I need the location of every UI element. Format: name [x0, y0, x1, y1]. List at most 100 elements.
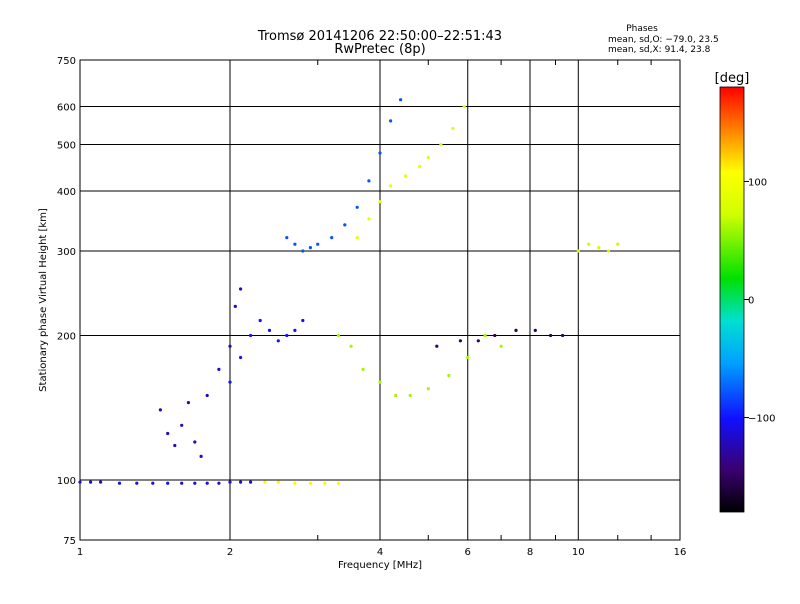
echo-point	[293, 328, 297, 332]
echo-point	[323, 481, 327, 485]
echo-point	[336, 333, 340, 338]
echo-point	[533, 328, 537, 332]
x-tick-label: 2	[227, 547, 233, 558]
echo-point	[435, 344, 439, 348]
echo-point	[276, 339, 280, 343]
echo-point	[561, 333, 565, 338]
x-tick-label: 10	[572, 547, 585, 558]
echo-point	[89, 480, 93, 484]
echo-point	[606, 249, 611, 253]
echo-point	[193, 440, 197, 444]
echo-point	[499, 344, 503, 348]
stats-header: Phases	[626, 24, 658, 34]
colorbar-tick-label: 100	[748, 177, 767, 188]
echo-point	[267, 328, 272, 332]
echo-point	[258, 318, 262, 323]
echo-point	[308, 246, 312, 250]
echo-point	[389, 119, 393, 123]
echo-point	[293, 242, 297, 246]
echo-point	[417, 164, 422, 169]
echo-point	[399, 98, 403, 102]
echo-point	[217, 481, 221, 485]
echo-point	[378, 200, 382, 204]
echo-point	[180, 423, 184, 427]
echo-point	[330, 236, 334, 240]
echo-point	[355, 236, 359, 240]
echo-point	[180, 481, 184, 485]
echo-point	[336, 481, 340, 485]
echo-point	[285, 333, 289, 338]
echo-point	[367, 217, 371, 221]
echo-point	[233, 304, 237, 308]
echo-point	[249, 480, 253, 484]
grid	[80, 60, 680, 540]
echo-point	[301, 318, 305, 323]
stats-o-mode: mean, sd,O: −79.0, 23.5	[608, 35, 719, 45]
echo-point	[293, 481, 297, 485]
echo-point	[597, 246, 601, 250]
y-axis-ticks: 75 100 200 300 400 500 600 750	[57, 56, 76, 547]
echo-point	[355, 205, 359, 209]
echo-point	[447, 374, 451, 378]
echo-point	[476, 339, 480, 343]
echo-point	[462, 104, 466, 109]
echo-point	[285, 236, 289, 240]
echo-point	[343, 223, 347, 227]
echo-point	[199, 454, 203, 458]
echo-point	[378, 380, 382, 384]
echo-point	[378, 151, 382, 155]
echo-point	[587, 242, 591, 246]
echo-point	[193, 481, 197, 485]
y-tick-label: 100	[57, 476, 76, 487]
echo-point	[151, 481, 155, 485]
y-tick-label: 75	[63, 536, 76, 547]
y-tick-label: 500	[57, 141, 76, 152]
echo-point	[549, 333, 553, 338]
echo-point	[186, 401, 190, 405]
echo-point	[276, 480, 280, 484]
x-axis-ticks: 1 2 4 6 8 10 16	[77, 547, 687, 558]
y-tick-label: 400	[57, 187, 76, 198]
x-tick-label: 4	[377, 547, 383, 558]
y-tick-label: 200	[57, 332, 76, 343]
echo-point	[466, 355, 470, 360]
echo-point	[135, 481, 139, 485]
x-tick-label: 6	[465, 547, 471, 558]
echo-point	[408, 393, 412, 398]
echo-point	[349, 344, 353, 348]
echo-point	[389, 184, 393, 188]
x-tick-label: 1	[77, 547, 83, 558]
colorbar-tick-label: −100	[748, 414, 775, 425]
echo-point	[451, 126, 455, 131]
y-tick-label: 300	[57, 247, 76, 258]
echo-point	[367, 179, 371, 183]
echo-point	[166, 431, 170, 436]
stats-x-mode: mean, sd,X: 91.4, 23.8	[608, 45, 711, 55]
echo-point	[239, 287, 243, 291]
echo-point	[301, 249, 305, 253]
echo-point	[263, 480, 267, 484]
colorbar-label: [deg]	[715, 71, 750, 86]
echo-point	[514, 328, 518, 332]
echo-point	[117, 481, 122, 485]
echo-point	[439, 142, 443, 147]
echo-point	[173, 443, 177, 448]
echo-point	[228, 480, 232, 484]
echo-point	[205, 393, 209, 398]
echo-point	[576, 249, 580, 253]
echo-point	[158, 408, 162, 412]
chart-title: Tromsø 20141206 22:50:00–22:51:43	[257, 29, 502, 44]
echo-point	[426, 387, 430, 391]
y-tick-label: 600	[57, 103, 76, 114]
echo-point	[239, 355, 243, 360]
echo-point	[403, 174, 408, 178]
x-tick-label: 16	[674, 547, 687, 558]
colorbar	[719, 86, 745, 513]
y-axis-label: Stationary phase Virtual Height [km]	[38, 208, 49, 392]
echo-point	[166, 481, 170, 485]
echo-point	[458, 339, 462, 343]
echo-point	[483, 333, 487, 338]
echo-point	[228, 344, 232, 348]
